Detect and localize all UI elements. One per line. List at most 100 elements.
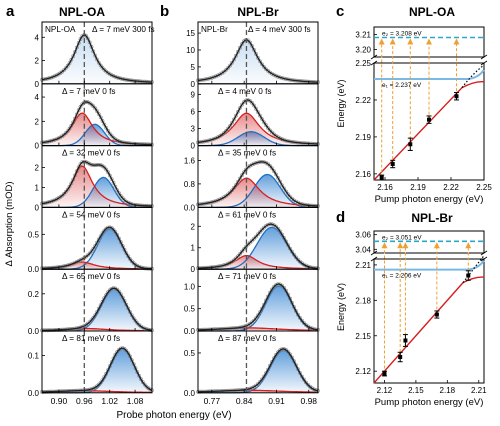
data-point xyxy=(117,236,121,241)
y-tick-label: 15 xyxy=(186,29,195,38)
y-tick-label: 0.1 xyxy=(28,352,40,361)
data-point xyxy=(140,380,145,385)
data-point xyxy=(111,227,116,232)
x-axis-label: Pump photon energy (eV) xyxy=(375,194,484,205)
data-point xyxy=(222,131,226,135)
subplot-prefix: NPL-Br xyxy=(201,25,228,34)
data-point xyxy=(236,254,240,259)
data-point xyxy=(274,352,278,357)
y-tick-label: 3.04 xyxy=(355,245,371,254)
y-tick-label: 5 xyxy=(191,63,196,72)
data-point xyxy=(262,374,266,379)
subplot-B-2: 0 3 6 9 Δ = 4 meV 0 fs xyxy=(191,83,320,151)
data-point xyxy=(234,113,238,118)
data-point xyxy=(250,238,254,243)
data-point xyxy=(106,128,110,133)
data-point xyxy=(268,163,272,168)
data-point xyxy=(260,117,264,121)
data-point xyxy=(304,380,308,385)
data-point xyxy=(264,224,268,228)
data-point xyxy=(290,355,294,360)
data-point xyxy=(69,58,74,62)
data-point xyxy=(292,252,296,257)
data-point xyxy=(100,231,105,236)
axis-break-left xyxy=(370,250,378,262)
data-point xyxy=(58,135,63,140)
data-point xyxy=(104,293,109,297)
data-point xyxy=(117,289,121,294)
data-point xyxy=(102,375,107,380)
total-fit-line xyxy=(197,99,318,145)
subplot-A-2: 0 2 4 Δ = 7 meV 0 fs xyxy=(35,83,154,151)
x-tick-label: 0.98 xyxy=(300,396,317,406)
data-point xyxy=(104,167,109,172)
data-point xyxy=(115,188,120,193)
e1-level-line xyxy=(374,260,485,271)
y-tick-label: 1.0 xyxy=(184,282,196,291)
y-tick-label: 2.15 xyxy=(355,332,371,341)
y-tick-label: 2 xyxy=(191,222,196,231)
data-point xyxy=(250,100,254,105)
data-point xyxy=(124,199,129,204)
x-tick-label: 0.84 xyxy=(236,396,253,406)
panel-a-spectra: 0 2 4 Δ = 7 meV 300 fs NPL-OA 0 2 4 Δ = 7 meV 0 … xyxy=(28,21,155,406)
data-point xyxy=(434,312,439,317)
data-point xyxy=(276,175,280,180)
subplot-B-1: 0 5 10 15 Δ = 4 meV 300 fs NPL-Br xyxy=(186,21,320,89)
pump-arrow-head xyxy=(465,242,472,249)
y-tick-label: 3.06 xyxy=(355,231,371,240)
data-point xyxy=(270,359,274,364)
data-point xyxy=(124,302,129,307)
x-tick-label: 2.22 xyxy=(443,183,459,192)
data-point xyxy=(135,263,140,268)
data-point xyxy=(95,109,99,114)
total-fit-line xyxy=(42,347,153,393)
e1-label: e₁ = 2.206 eV xyxy=(382,273,422,280)
data-point xyxy=(95,310,99,315)
data-point xyxy=(100,378,105,383)
total-fit-line xyxy=(198,283,319,331)
data-point xyxy=(296,312,300,317)
data-point xyxy=(286,192,290,197)
data-point xyxy=(278,348,282,353)
data-point xyxy=(76,165,81,170)
data-point xyxy=(250,320,254,325)
pump-arrow-head xyxy=(381,242,388,249)
total-fit-line xyxy=(41,160,153,207)
data-point xyxy=(122,247,127,252)
data-point xyxy=(403,338,408,343)
subplot-annotation: Δ = 61 meV 0 fs xyxy=(218,210,276,219)
data-point xyxy=(89,318,94,323)
data-point xyxy=(288,194,292,199)
data-point xyxy=(226,192,230,197)
lower-axis-frame xyxy=(373,258,485,384)
subplot-annotation: Δ = 54 meV 0 fs xyxy=(62,210,120,219)
y-tick-label: 0 xyxy=(35,142,40,151)
y-tick-label: 9 xyxy=(191,90,196,99)
data-point xyxy=(89,249,94,254)
data-point xyxy=(102,165,107,170)
data-point xyxy=(230,188,234,193)
blue-component-fill xyxy=(198,286,318,331)
data-point xyxy=(296,367,300,372)
total-fit-line xyxy=(42,226,152,270)
e2-label: e₂ = 3.051 eV xyxy=(382,234,422,241)
pump-arrow-head xyxy=(402,242,409,249)
data-point xyxy=(96,382,101,387)
y-tick-label: 0 xyxy=(191,265,196,274)
diagonal-red-line xyxy=(373,80,485,181)
data-point xyxy=(236,179,240,184)
data-point xyxy=(104,126,109,130)
blue-component-fill xyxy=(198,350,318,393)
data-point xyxy=(146,386,151,391)
pump-arrow-head xyxy=(407,38,414,45)
data-point xyxy=(282,285,286,290)
subplot-annotation: Δ = 4 meV 0 fs xyxy=(218,87,271,96)
data-point xyxy=(302,377,306,382)
data-point xyxy=(294,309,298,313)
red-component-fill xyxy=(198,255,318,270)
data-point xyxy=(306,324,310,329)
y-tick-label: 2.22 xyxy=(355,96,371,105)
total-fit-line xyxy=(197,39,318,83)
y-tick-label: 1.6 xyxy=(184,156,196,165)
